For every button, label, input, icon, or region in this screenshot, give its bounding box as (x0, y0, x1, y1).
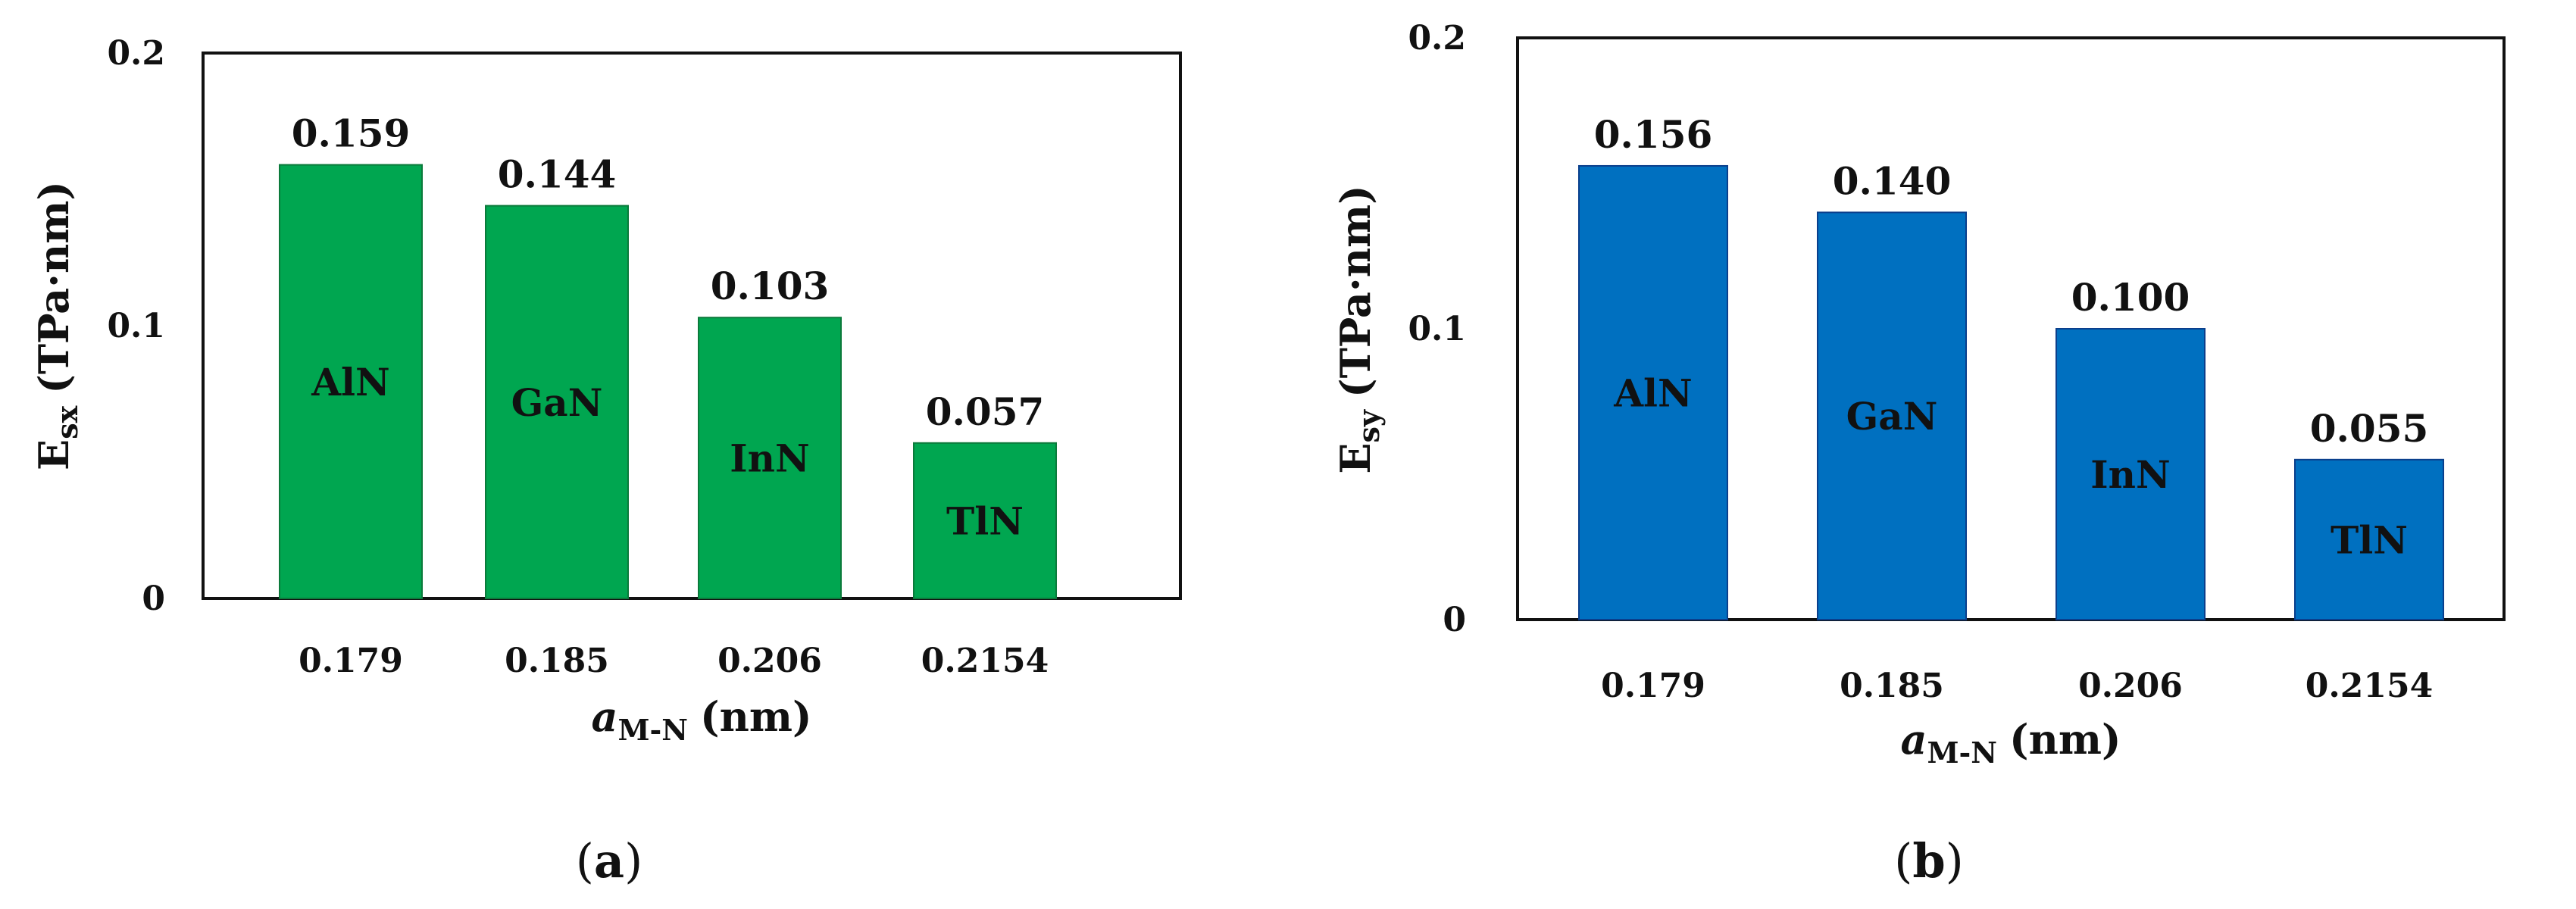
y-tick-label-b: 0.2 (1408, 19, 1466, 58)
x-axis-title-b: aM-N (nm) (1900, 715, 2121, 770)
chart-panel-b: Esy (TPa·nm) aM-N (nm) (b) 0 0.1 0.2 0.156 AlN… (1331, 19, 2506, 889)
y-axis-title-unit-b: (TPa·nm) (1331, 185, 1380, 398)
bar-compound-label-a: InN (730, 436, 809, 481)
y-tick-label-a: 0 (142, 579, 165, 618)
panel-label-b: (b) (1894, 833, 1964, 889)
x-tick-label-a: 0.2154 (921, 642, 1049, 680)
x-axis-title-unit-a: (nm) (700, 692, 812, 741)
bar-compound-label-b: InN (2090, 452, 2170, 497)
bar-a-aln (279, 164, 423, 600)
x-tick-label-a: 0.206 (717, 642, 822, 680)
bar-b-gan (1817, 211, 1967, 620)
bar-a-inn (698, 317, 842, 599)
x-tick-label-b: 0.179 (1601, 667, 1705, 705)
bar-value-label-b: 0.156 (1594, 112, 1713, 157)
x-tick-label-b: 0.185 (1840, 667, 1944, 705)
bar-value-label-b: 0.055 (2310, 406, 2429, 451)
y-axis-title-sub-a: sx (50, 405, 84, 439)
y-axis-title-main-b: E (1331, 442, 1380, 473)
y-tick-label-a: 0.2 (107, 34, 165, 73)
chart-panel-a: Esx(TPa·nm) aM-N (nm) (a) 00.10.20.159AlN… (30, 34, 1182, 889)
bar-value-label-b: 0.100 (2071, 275, 2190, 320)
bar-value-label-a: 0.159 (292, 111, 411, 156)
bar-value-label-a: 0.057 (926, 389, 1045, 434)
bar-value-label-b: 0.140 (1833, 158, 1952, 203)
bar-b-tln (2294, 458, 2444, 620)
x-axis-title-sub-b: M-N (1927, 736, 1997, 770)
plot-frame-b (1516, 36, 2506, 621)
y-tick-label-b: 0.1 (1408, 310, 1466, 348)
bar-value-label-a: 0.144 (498, 152, 617, 197)
x-tick-label-b: 0.2154 (2306, 667, 2433, 705)
y-axis-title-a: Esx (TPa·nm) (30, 181, 84, 470)
panel-label-letter-b: b (1912, 833, 1945, 889)
x-axis-title-main-a: a (591, 692, 617, 741)
bar-value-label-a: 0.103 (711, 264, 830, 308)
y-axis-title-b: Esy (TPa·nm) (1331, 185, 1386, 473)
y-axis-title-main-a: E (30, 439, 78, 470)
x-axis-title-unit-b: (nm) (2009, 715, 2121, 764)
bar-b-inn (2055, 328, 2206, 620)
bar-compound-label-a: TlN (946, 498, 1024, 543)
bar-compound-label-b: TlN (2331, 517, 2408, 562)
plot-frame-a (202, 52, 1182, 600)
panel-label-a: (a) (576, 833, 643, 889)
panel-label-letter-a: a (594, 833, 624, 889)
y-tick-label-b: 0 (1443, 601, 1466, 639)
bar-a-tln (913, 442, 1057, 599)
x-axis-title-sub-a: M-N (617, 713, 688, 747)
x-tick-label-a: 0.185 (505, 642, 609, 680)
y-axis-title-unit-a: (TPa·nm) (30, 181, 78, 394)
bar-compound-label-a: AlN (311, 360, 390, 405)
x-axis-title-a: aM-N (nm) (591, 692, 811, 747)
x-axis-title-main-b: a (1900, 715, 1927, 764)
bar-compound-label-b: GaN (1846, 394, 1938, 439)
bar-a-gan (485, 205, 629, 600)
x-tick-label-b: 0.206 (2078, 667, 2183, 705)
bar-b-aln (1578, 164, 1728, 620)
x-tick-label-a: 0.179 (299, 642, 403, 680)
bar-compound-label-b: AlN (1613, 370, 1693, 415)
bar-compound-label-a: GaN (511, 380, 603, 425)
y-axis-title-sub-b: sy (1352, 409, 1386, 442)
y-tick-label-a: 0.1 (107, 307, 165, 345)
